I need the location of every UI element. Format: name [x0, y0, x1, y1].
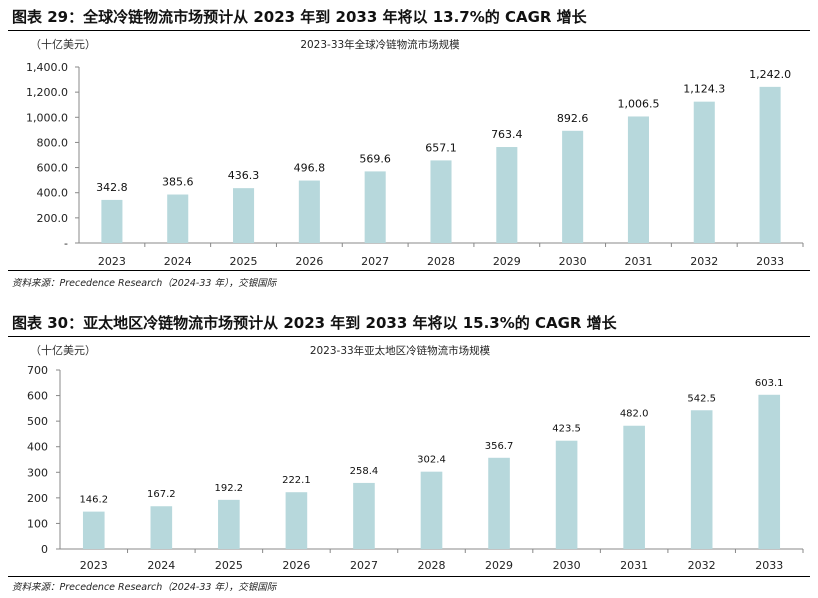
bar-value-label: 496.8 [294, 162, 326, 175]
chart-title: 2023-33年亚太地区冷链物流市场规模 [310, 344, 491, 357]
y-tick-label: 600 [27, 390, 48, 403]
bar [353, 482, 375, 549]
x-tick-label: 2033 [756, 255, 784, 268]
bar [759, 86, 781, 243]
bar [298, 180, 320, 243]
figure-30-heading-rule [8, 336, 810, 337]
x-tick-label: 2027 [361, 255, 389, 268]
x-tick-label: 2028 [418, 559, 446, 572]
bar [623, 425, 645, 549]
x-tick-label: 2024 [147, 559, 175, 572]
figure-29-heading-rule [8, 30, 810, 31]
x-tick-label: 2030 [559, 255, 587, 268]
y-tick-label: 100 [27, 517, 48, 530]
x-tick-label: 2025 [215, 559, 243, 572]
y-tick-label: 700 [27, 364, 48, 377]
bar-value-label: 482.0 [620, 409, 649, 420]
apac-market-bar-chart: （十亿美元） 2023-33年亚太地区冷链物流市场规模 0 100 200 300 400 5… [27, 343, 804, 572]
x-tick-label: 2032 [688, 559, 716, 572]
bar-value-label: 423.5 [552, 424, 581, 435]
bar-value-label: 1,242.0 [749, 68, 791, 81]
x-tick-label: 2029 [493, 255, 521, 268]
bar [690, 410, 713, 549]
figure-30-bottom-rule [8, 576, 810, 577]
bar-value-label: 146.2 [79, 495, 108, 506]
unit-label: （十亿美元） [30, 37, 96, 51]
x-tick-label: 2030 [553, 559, 581, 572]
bar-value-label: 1,006.5 [617, 97, 659, 110]
global-market-bar-chart: （十亿美元） 2023-33年全球冷链物流市场规模 - 200.0 400.0 600.0… [26, 37, 804, 268]
y-tick-label: 1,000.0 [26, 111, 68, 124]
y-tick-label: - [64, 237, 68, 250]
bar [218, 499, 240, 549]
x-tick-label: 2023 [80, 559, 108, 572]
figure-29-heading: 图表 29：全球冷链物流市场预计从 2023 年到 2033 年将以 13.7%… [12, 8, 587, 26]
bar [285, 492, 308, 549]
bar-value-label: 258.4 [350, 466, 379, 477]
bar [758, 394, 781, 549]
bar [364, 171, 386, 243]
y-tick-label: 300 [27, 466, 48, 479]
x-tick-label: 2026 [295, 255, 323, 268]
bar-value-label: 892.6 [557, 112, 589, 125]
x-tick-label: 2023 [98, 255, 126, 268]
figure-29-bottom-rule [8, 270, 810, 271]
bar [430, 160, 452, 243]
x-tick-label: 2031 [624, 255, 652, 268]
bar-value-label: 603.1 [755, 378, 784, 389]
bar [693, 101, 715, 244]
bar-value-label: 569.6 [359, 152, 391, 165]
bar [420, 471, 443, 549]
x-tick-label: 2032 [690, 255, 718, 268]
bar [101, 199, 123, 243]
bar [150, 506, 173, 549]
y-tick-label: 400 [27, 441, 48, 454]
x-tick-label: 2026 [282, 559, 310, 572]
y-tick-label: 1,400.0 [26, 61, 68, 74]
y-tick-label: 1,200.0 [26, 86, 68, 99]
y-tick-label: 800.0 [37, 136, 69, 149]
y-tick-label: 500 [27, 415, 48, 428]
x-tick-label: 2031 [620, 559, 648, 572]
x-tick-label: 2027 [350, 559, 378, 572]
x-tick-label: 2025 [230, 255, 258, 268]
figure-30-source: 资料来源：Precedence Research（2024-33 年），交银国际 [12, 582, 277, 593]
y-tick-label: 0 [41, 543, 48, 556]
bar [167, 194, 189, 243]
bar-value-label: 302.4 [417, 455, 446, 466]
y-tick-label: 400.0 [37, 187, 69, 200]
bar-value-label: 542.5 [687, 393, 716, 404]
y-tick-label: 200.0 [37, 212, 69, 225]
bar-value-label: 436.3 [228, 169, 260, 182]
x-tick-label: 2029 [485, 559, 513, 572]
bar-value-label: 1,124.3 [683, 83, 725, 96]
bar [233, 188, 255, 243]
bar-value-label: 167.2 [147, 489, 176, 500]
bar-value-label: 222.1 [282, 475, 311, 486]
y-tick-label: 600.0 [37, 162, 69, 175]
x-tick-label: 2033 [755, 559, 783, 572]
bar-value-label: 342.8 [96, 181, 128, 194]
bar-value-label: 385.6 [162, 176, 194, 189]
figure-29-source: 资料来源：Precedence Research（2024-33 年），交银国际 [12, 278, 277, 289]
y-tick-label: 200 [27, 492, 48, 505]
x-tick-label: 2024 [164, 255, 192, 268]
bar [555, 440, 578, 549]
unit-label: （十亿美元） [30, 343, 96, 357]
bar-value-label: 763.4 [491, 128, 523, 141]
x-tick-label: 2028 [427, 255, 455, 268]
chart-title: 2023-33年全球冷链物流市场规模 [300, 38, 460, 51]
bar-value-label: 356.7 [485, 441, 514, 452]
bar-value-label: 192.2 [215, 483, 244, 494]
bar [627, 116, 649, 243]
figure-30-heading: 图表 30：亚太地区冷链物流市场预计从 2023 年到 2033 年将以 15.… [12, 314, 617, 332]
bar [562, 130, 584, 243]
bar-value-label: 657.1 [425, 141, 457, 154]
bar [496, 147, 518, 243]
bar [82, 511, 105, 549]
bar [488, 457, 510, 549]
